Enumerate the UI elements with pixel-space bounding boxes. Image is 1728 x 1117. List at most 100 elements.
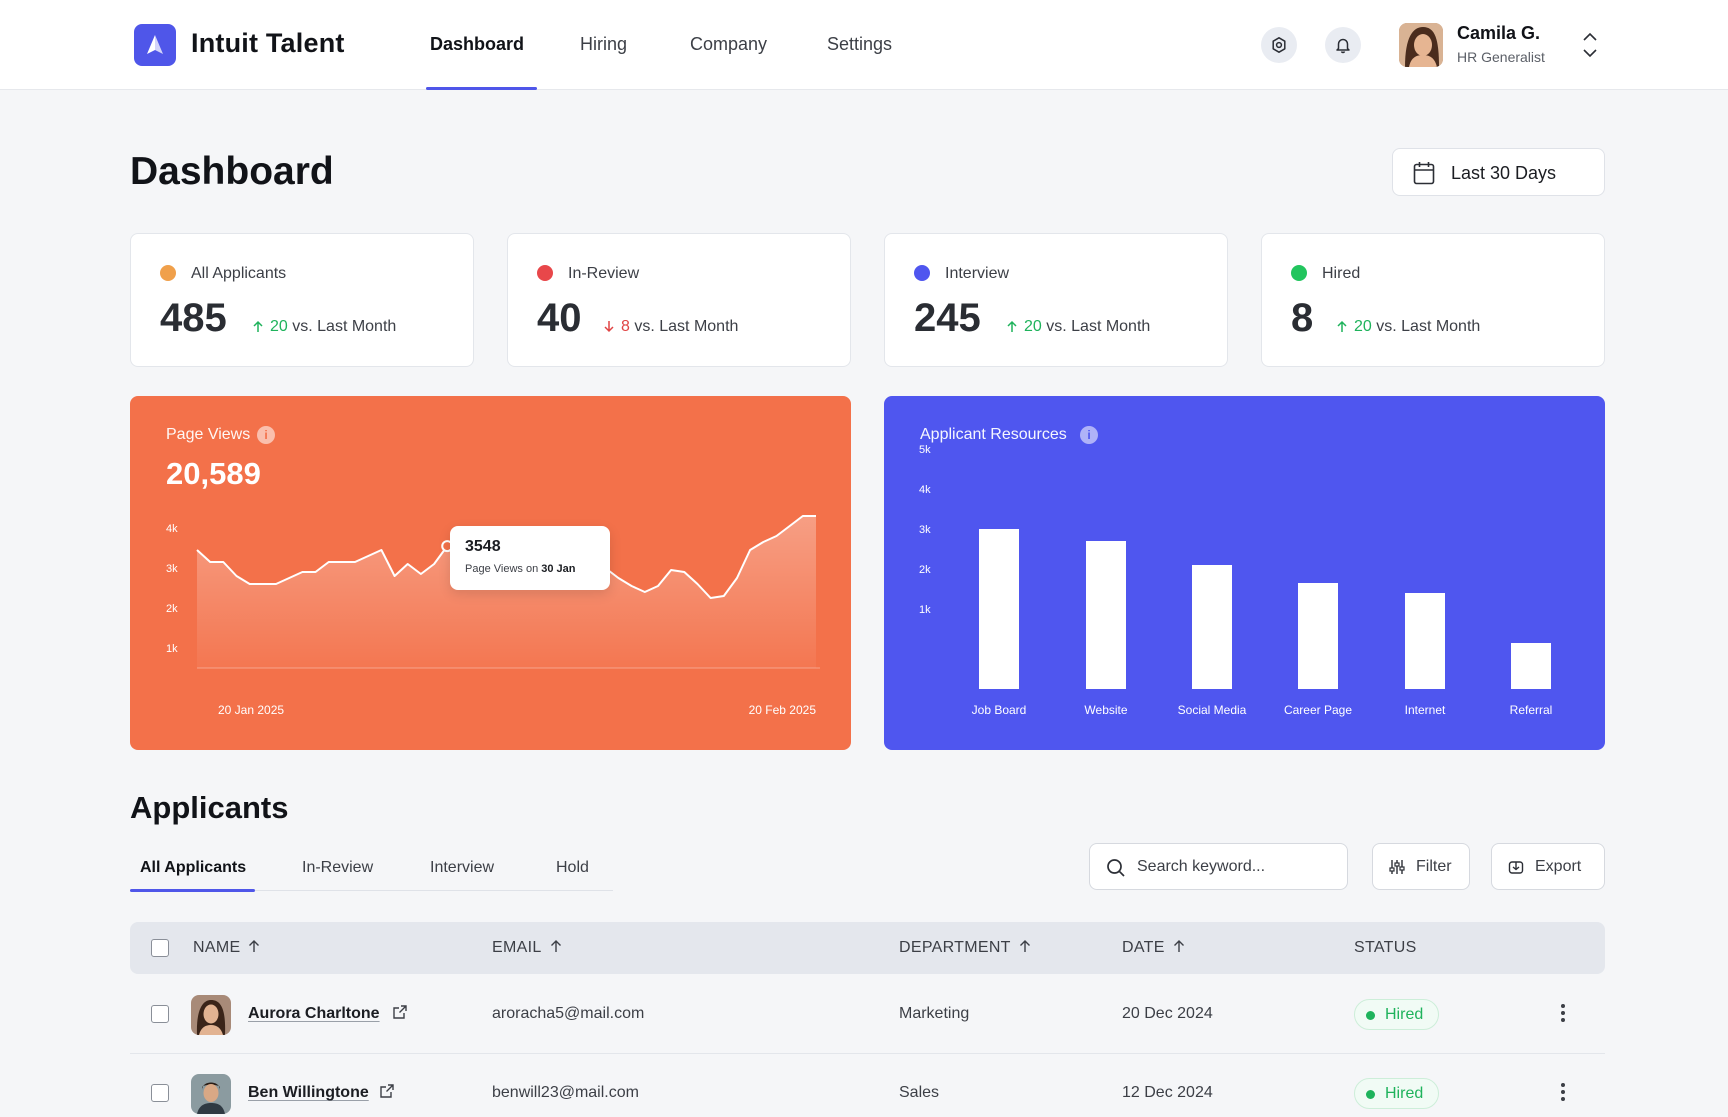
stat-value: 8 bbox=[1291, 296, 1314, 340]
table-row[interactable]: Aurora Charltone aroracha5@mail.com Mark… bbox=[130, 975, 1605, 1054]
sort-arrow-icon bbox=[1019, 940, 1030, 952]
bar[interactable] bbox=[1086, 541, 1126, 689]
export-icon bbox=[1508, 861, 1524, 874]
x-tick-label: Career Page bbox=[1284, 703, 1352, 717]
stat-value: 485 bbox=[160, 296, 227, 340]
stat-label: Interview bbox=[945, 265, 1010, 282]
avatar bbox=[191, 995, 231, 1035]
bar[interactable] bbox=[1405, 593, 1445, 689]
trend-suffix: vs. Last Month bbox=[1376, 318, 1481, 335]
x-tick-label: Social Media bbox=[1178, 703, 1247, 717]
nav-active-indicator bbox=[426, 87, 537, 90]
y-tick-label: 1k bbox=[919, 604, 931, 616]
arrow-up-icon bbox=[1337, 320, 1347, 332]
search-box[interactable] bbox=[1089, 843, 1348, 890]
more-options-icon[interactable] bbox=[1560, 1003, 1566, 1023]
stat-trend: 8 vs. Last Month bbox=[603, 318, 738, 336]
export-button[interactable]: Export bbox=[1491, 843, 1605, 890]
tabs-divider bbox=[130, 890, 613, 891]
table-row[interactable]: Ben Willingtone benwill23@mail.com Sales… bbox=[130, 1054, 1605, 1117]
y-tick-label: 4k bbox=[919, 484, 931, 496]
nav-dashboard[interactable]: Dashboard bbox=[430, 34, 525, 54]
sort-arrow-icon bbox=[1173, 940, 1184, 952]
stat-card[interactable]: All Applicants 485 20 vs. Last Month bbox=[130, 233, 474, 367]
applicants-title: Applicants bbox=[130, 790, 289, 825]
logo-icon[interactable] bbox=[134, 24, 176, 66]
stat-trend: 20 vs. Last Month bbox=[252, 318, 396, 336]
avatar bbox=[191, 1074, 231, 1114]
stat-trend: 20 vs. Last Month bbox=[1336, 318, 1480, 336]
bar[interactable] bbox=[1192, 565, 1232, 689]
y-tick-label: 2k bbox=[166, 603, 178, 615]
trend-value: 8 bbox=[621, 318, 630, 335]
more-options-icon[interactable] bbox=[1560, 1082, 1566, 1102]
x-tick-label: Website bbox=[1084, 703, 1127, 717]
status-badge: Hired bbox=[1354, 1078, 1439, 1109]
select-all-checkbox[interactable] bbox=[151, 939, 169, 957]
column-department[interactable]: DEPARTMENT bbox=[899, 939, 1031, 957]
stat-card[interactable]: Interview 245 20 vs. Last Month bbox=[884, 233, 1228, 367]
y-tick-label: 3k bbox=[919, 524, 931, 536]
settings-button[interactable] bbox=[1261, 27, 1297, 63]
column-name[interactable]: NAME bbox=[193, 939, 260, 957]
bar[interactable] bbox=[979, 529, 1019, 689]
page-views-total: 20,589 bbox=[166, 456, 261, 491]
trend-value: 20 bbox=[1354, 318, 1372, 335]
applicant-email: aroracha5@mail.com bbox=[492, 1005, 645, 1022]
search-input[interactable] bbox=[1137, 856, 1337, 878]
page-title: Dashboard bbox=[130, 150, 334, 193]
y-tick-label: 4k bbox=[166, 523, 178, 535]
chevron-up-down-icon[interactable] bbox=[1582, 31, 1598, 59]
tab-in-review[interactable]: In-Review bbox=[302, 859, 374, 876]
page-views-panel: Page Views i 20,589 1k 2k 3k 4k 20 Jan 2025 2… bbox=[130, 396, 851, 750]
table-header: NAME EMAIL DEPARTMENT DATE STATUS bbox=[130, 922, 1605, 974]
area-fill bbox=[197, 516, 816, 668]
tab-active-indicator bbox=[130, 889, 255, 892]
tooltip-text: Page Views on 30 Jan bbox=[465, 563, 576, 575]
brand-name: Intuit Talent bbox=[191, 28, 345, 58]
user-avatar[interactable] bbox=[1399, 23, 1443, 67]
nav-hiring[interactable]: Hiring bbox=[580, 34, 628, 54]
arrow-up-icon bbox=[1007, 320, 1017, 332]
filter-label: Filter bbox=[1416, 858, 1452, 875]
info-icon[interactable]: i bbox=[1080, 426, 1098, 444]
applicant-resources-title: Applicant Resources bbox=[920, 426, 1067, 443]
filter-icon bbox=[1389, 860, 1405, 874]
sort-arrow-icon bbox=[249, 940, 260, 952]
tooltip-value: 3548 bbox=[465, 538, 501, 555]
status-dot bbox=[537, 265, 553, 281]
column-email[interactable]: EMAIL bbox=[492, 939, 562, 957]
bar[interactable] bbox=[1298, 583, 1338, 689]
external-link-icon[interactable] bbox=[379, 1083, 395, 1099]
stat-card[interactable]: Hired 8 20 vs. Last Month bbox=[1261, 233, 1605, 367]
nav-settings[interactable]: Settings bbox=[827, 34, 893, 54]
nav-company[interactable]: Company bbox=[690, 34, 768, 54]
date-range-label: Last 30 Days bbox=[1451, 163, 1557, 183]
applicant-name[interactable]: Ben Willingtone bbox=[248, 1084, 369, 1101]
bar[interactable] bbox=[1511, 643, 1551, 689]
stat-card[interactable]: In-Review 40 8 vs. Last Month bbox=[507, 233, 851, 367]
tab-interview[interactable]: Interview bbox=[430, 859, 495, 876]
trend-suffix: vs. Last Month bbox=[292, 318, 397, 335]
row-checkbox[interactable] bbox=[151, 1005, 169, 1023]
filter-button[interactable]: Filter bbox=[1372, 843, 1470, 890]
applicant-email: benwill23@mail.com bbox=[492, 1084, 639, 1101]
user-role: HR Generalist bbox=[1457, 49, 1545, 65]
applicant-date: 20 Dec 2024 bbox=[1122, 1005, 1213, 1022]
date-range-button[interactable]: Last 30 Days bbox=[1392, 148, 1605, 196]
tooltip-date: 30 Jan bbox=[541, 563, 576, 575]
info-icon[interactable]: i bbox=[257, 426, 275, 444]
column-date[interactable]: DATE bbox=[1122, 939, 1185, 957]
status-dot bbox=[914, 265, 930, 281]
applicant-department: Sales bbox=[899, 1084, 940, 1101]
tab-all-applicants[interactable]: All Applicants bbox=[140, 859, 247, 876]
y-tick-label: 3k bbox=[166, 563, 178, 575]
external-link-icon[interactable] bbox=[392, 1004, 408, 1020]
status-badge: Hired bbox=[1354, 999, 1439, 1030]
applicant-name[interactable]: Aurora Charltone bbox=[248, 1005, 380, 1022]
notifications-button[interactable] bbox=[1325, 27, 1361, 63]
row-checkbox[interactable] bbox=[151, 1084, 169, 1102]
tab-hold[interactable]: Hold bbox=[556, 859, 589, 876]
user-name: Camila G. bbox=[1457, 23, 1541, 43]
status-dot bbox=[160, 265, 176, 281]
